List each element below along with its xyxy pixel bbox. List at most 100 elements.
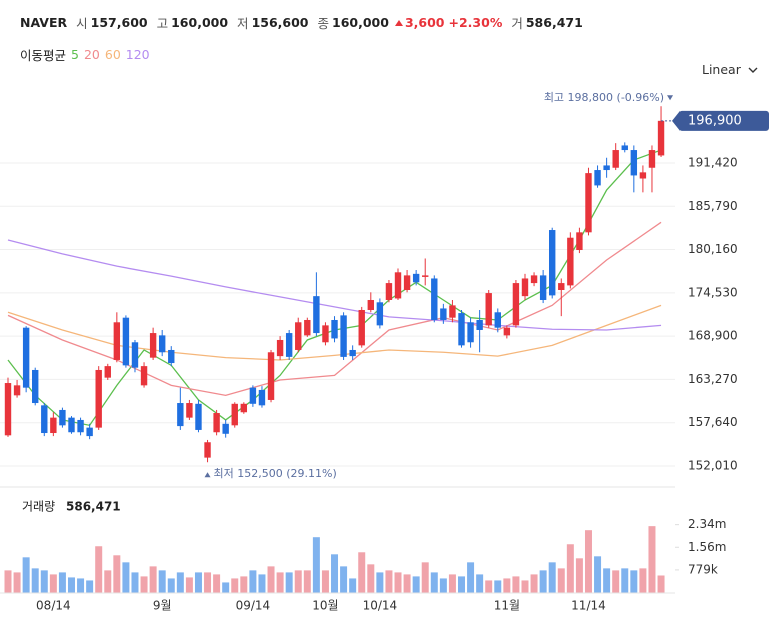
volume-bar: [240, 576, 248, 593]
moving-average-line: [7, 221, 662, 397]
candle-body: [13, 385, 21, 396]
legend-entry: 60: [104, 47, 121, 62]
volume-bar: [40, 570, 48, 593]
candle-body: [22, 327, 30, 388]
candle-body: [32, 369, 39, 404]
up-arrow: [394, 19, 403, 26]
candle-body: [4, 383, 12, 436]
candle-body: [585, 173, 592, 233]
change: 3,600: [404, 15, 445, 30]
candle-body: [648, 150, 656, 168]
quote-label: 거: [511, 16, 523, 31]
candle-body: [376, 302, 384, 326]
candle-body: [349, 349, 356, 357]
volume-bar: [476, 574, 484, 593]
y-tick-label: 152,010: [688, 459, 738, 473]
volume-bar: [49, 574, 57, 593]
candle-body: [340, 315, 347, 357]
candle-body: [231, 403, 238, 426]
candle-body: [539, 275, 547, 300]
volume-bar: [494, 580, 502, 593]
y-tick-label: 185,790: [688, 199, 738, 213]
candle-body: [594, 170, 601, 186]
volume-bar: [104, 570, 112, 593]
volume-bar: [521, 580, 529, 593]
candle-body: [476, 319, 483, 330]
candle-body: [440, 308, 447, 320]
candle-body: [431, 278, 438, 320]
y-tick-label: 779k: [688, 562, 718, 576]
candle-body: [322, 325, 329, 343]
candle-body: [140, 366, 148, 386]
candle-body: [50, 417, 57, 434]
volume-bar: [603, 568, 611, 593]
candle-body: [249, 387, 257, 404]
candle-body: [467, 322, 474, 343]
change-pct: +2.30%: [448, 15, 503, 30]
volume-bar: [439, 578, 447, 593]
volume-bar: [231, 578, 239, 593]
candle-body: [403, 275, 411, 290]
candle-body: [285, 333, 293, 357]
volume-bar: [394, 572, 402, 593]
quote-value: 157,600: [90, 15, 148, 30]
candle-body: [113, 322, 121, 360]
moving-average-line: [7, 149, 662, 427]
volume-bar: [267, 566, 275, 593]
volume-bar: [122, 562, 130, 593]
high-marker: [667, 95, 674, 101]
legend: 이동평균 5 20 60 120: [20, 45, 150, 64]
candle-body: [639, 172, 647, 179]
volume-bar: [213, 574, 221, 593]
candle-body: [530, 275, 538, 284]
volume-bar: [140, 576, 148, 593]
candle-body: [422, 275, 429, 277]
candle-body: [412, 273, 420, 283]
y-tick-label: 2.34m: [688, 517, 726, 531]
volume-bar: [430, 572, 438, 593]
volume-bar: [331, 554, 339, 593]
volume-bar: [621, 568, 629, 593]
volume-value: 586,471: [66, 500, 121, 514]
quote-value: 156,600: [251, 15, 309, 30]
volume-bar: [530, 574, 538, 593]
candle-body: [204, 442, 211, 458]
volume-bar: [512, 576, 520, 593]
scale-dropdown[interactable]: Linear: [702, 62, 759, 77]
candle-body: [77, 419, 84, 433]
candle-body: [549, 230, 556, 296]
candle-body: [567, 237, 574, 286]
volume-bar: [222, 582, 230, 593]
candle-body: [394, 272, 402, 299]
candle-body: [512, 283, 520, 326]
moving-average-line: [7, 304, 662, 361]
candle-body: [603, 165, 610, 171]
volume-bar: [358, 552, 366, 593]
quote-label: 고: [156, 16, 169, 31]
volume-bar: [639, 568, 647, 593]
candle-body: [304, 319, 311, 336]
volume-bar: [412, 576, 420, 593]
candle-body: [168, 349, 175, 364]
volume-bar: [421, 562, 429, 593]
volume-bar: [303, 570, 311, 593]
volume-bar: [22, 557, 30, 593]
volume-bar: [648, 526, 656, 593]
candle-body: [358, 309, 365, 346]
y-tick-label: 168,900: [688, 329, 738, 343]
volume-bar: [149, 566, 157, 593]
candle-body: [558, 283, 565, 290]
volume-bar: [113, 555, 121, 593]
x-tick-label: 09/14: [236, 599, 271, 613]
volume-bar: [612, 570, 620, 593]
y-tick-label: 180,160: [688, 242, 738, 256]
candle-body: [494, 312, 501, 328]
volume-bar: [276, 572, 284, 593]
volume-bar: [131, 572, 139, 593]
chevron: [748, 67, 758, 73]
candle-body: [385, 283, 393, 300]
candle-body: [104, 366, 111, 378]
candle-body: [621, 145, 628, 151]
volume-bar: [4, 570, 12, 593]
